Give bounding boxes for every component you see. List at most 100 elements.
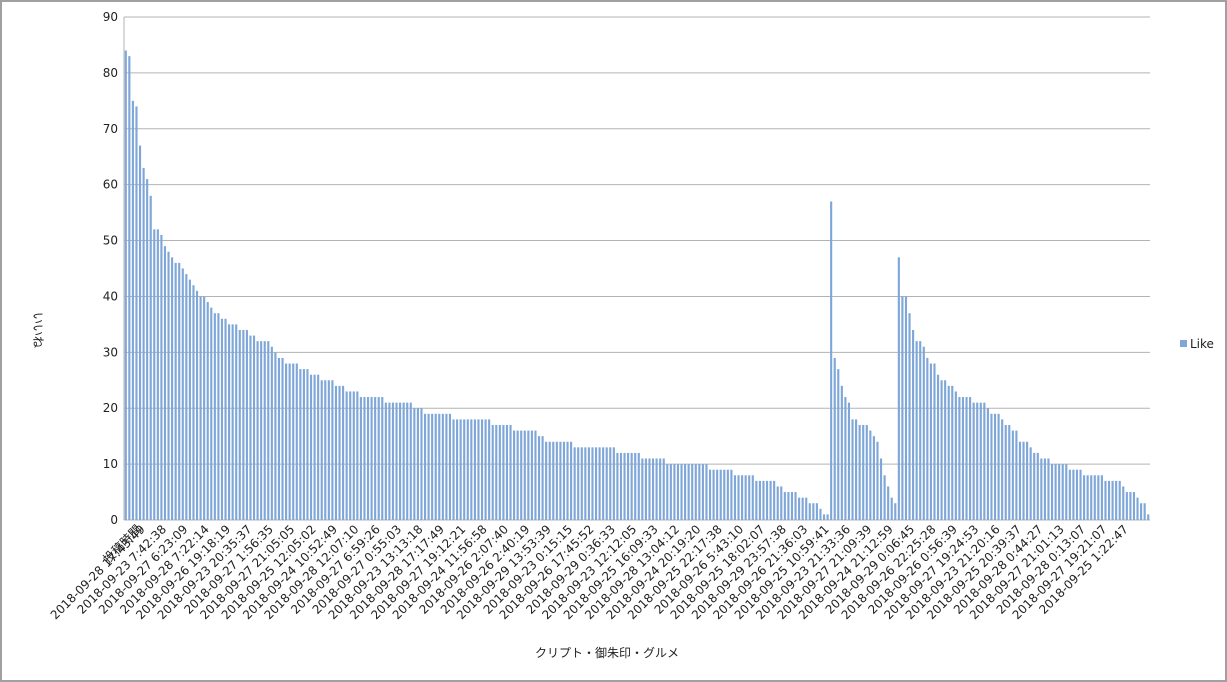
bar — [299, 369, 302, 520]
bar — [812, 503, 815, 520]
bar — [452, 419, 455, 520]
bar — [969, 397, 972, 520]
bar — [391, 402, 395, 520]
bar — [231, 324, 234, 520]
y-tick-label: 90 — [103, 10, 118, 24]
bar — [780, 486, 783, 520]
bar — [377, 397, 380, 520]
bar — [260, 341, 263, 520]
bar — [687, 464, 690, 520]
bar — [388, 402, 391, 520]
bar — [972, 402, 975, 520]
bar — [520, 430, 523, 520]
bar — [716, 469, 719, 520]
bar — [142, 167, 145, 520]
bar — [822, 514, 826, 520]
bar — [292, 363, 295, 520]
bar — [669, 464, 672, 520]
bar — [641, 458, 644, 520]
bar — [944, 380, 947, 520]
bar — [1140, 503, 1143, 520]
bar — [1022, 441, 1025, 520]
bar — [794, 492, 797, 520]
bar — [516, 430, 519, 520]
bar — [808, 503, 811, 520]
y-tick-label: 70 — [103, 122, 118, 136]
bar — [559, 441, 562, 520]
bar — [463, 419, 466, 520]
bar — [659, 458, 662, 520]
bar — [195, 290, 199, 520]
bar — [431, 413, 434, 520]
bar — [765, 480, 769, 520]
bar — [124, 50, 127, 521]
bar — [1104, 480, 1107, 520]
bar — [840, 385, 843, 520]
y-tick-label: 60 — [103, 178, 118, 192]
bar — [1018, 441, 1022, 520]
bar — [883, 475, 886, 520]
bar — [466, 419, 469, 520]
bar — [366, 397, 370, 520]
bar — [245, 329, 248, 520]
bar — [787, 492, 790, 520]
bar — [356, 391, 359, 520]
bar — [188, 279, 191, 520]
bar — [288, 363, 291, 520]
bar — [1093, 475, 1096, 520]
bar — [456, 419, 459, 520]
bar — [537, 436, 541, 520]
y-tick-label: 30 — [103, 345, 118, 359]
bar — [993, 413, 997, 520]
bar — [213, 313, 216, 520]
bar — [872, 436, 875, 520]
bar — [370, 397, 373, 520]
bar — [1079, 469, 1082, 520]
bar — [1111, 480, 1114, 520]
bar — [594, 447, 598, 520]
bar — [1147, 514, 1150, 520]
bar — [513, 430, 516, 520]
bar — [459, 419, 462, 520]
bar — [199, 296, 202, 520]
bar — [534, 430, 537, 520]
bar — [897, 257, 900, 520]
bar — [1125, 492, 1128, 520]
bar — [477, 419, 480, 520]
bar — [423, 413, 427, 520]
bar — [1136, 497, 1139, 520]
y-tick-label: 20 — [103, 401, 118, 415]
bar — [587, 447, 590, 520]
bar — [976, 402, 979, 520]
bar — [912, 329, 915, 520]
bar — [523, 430, 526, 520]
legend-swatch — [1180, 340, 1187, 347]
bar — [901, 296, 904, 520]
bar — [698, 464, 701, 520]
bar — [790, 492, 794, 520]
bar — [1072, 469, 1075, 520]
bar — [769, 480, 772, 520]
bar — [837, 369, 840, 520]
bar — [1008, 424, 1011, 520]
bar — [210, 307, 213, 520]
bar — [274, 352, 277, 520]
bar — [644, 458, 647, 520]
bar — [228, 324, 231, 520]
bar — [1132, 492, 1136, 520]
bar — [1043, 458, 1046, 520]
bar — [146, 179, 149, 521]
bar — [961, 397, 965, 520]
bar — [712, 469, 715, 520]
bar — [156, 229, 159, 520]
bar — [295, 363, 298, 520]
bar — [342, 385, 345, 520]
bar — [947, 385, 950, 520]
bar — [1097, 475, 1100, 520]
bar — [648, 458, 651, 520]
bar — [495, 424, 498, 520]
bar — [445, 413, 448, 520]
bar — [612, 447, 615, 520]
bar — [217, 313, 220, 520]
bar — [224, 318, 227, 520]
